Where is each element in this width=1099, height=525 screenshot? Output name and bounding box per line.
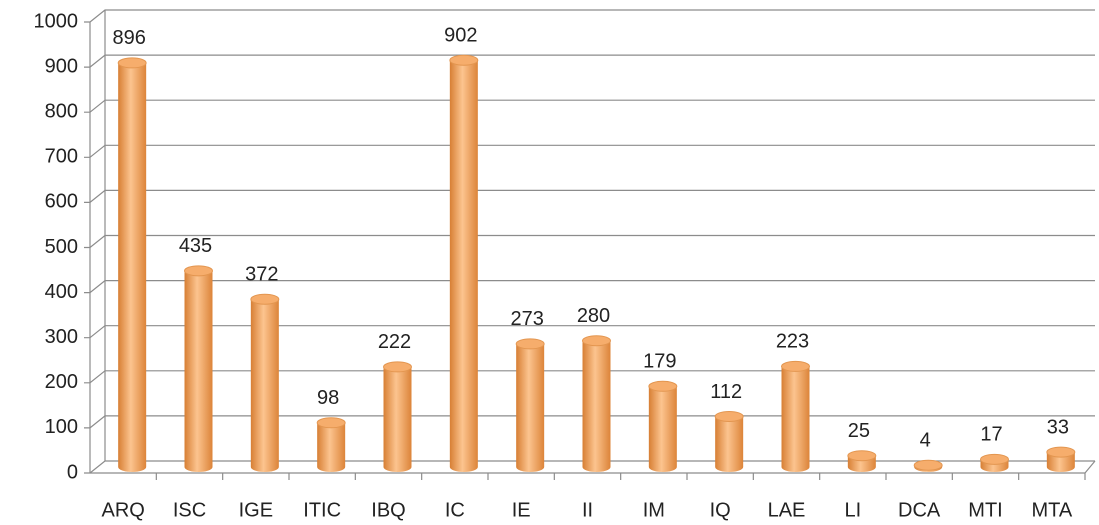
x-tick-label: MTA (1031, 499, 1072, 521)
x-tick-label: ARQ (101, 499, 144, 521)
value-label: 902 (444, 24, 477, 46)
value-label: 112 (710, 381, 742, 403)
grid-line (84, 9, 1095, 23)
grid-line (84, 234, 1095, 249)
bar-cap (648, 380, 678, 392)
bar-cap (847, 450, 877, 462)
value-label: 179 (643, 351, 676, 373)
value-label: 372 (245, 264, 278, 286)
bar (980, 453, 1009, 472)
value-label: 222 (378, 331, 411, 353)
bar-body (582, 340, 611, 472)
y-tick-label: 600 (45, 191, 78, 213)
bar-cap (980, 453, 1009, 465)
bar-cap (515, 338, 545, 350)
bar-body (648, 386, 677, 472)
floor-right (1084, 460, 1096, 474)
y-tick-label: 500 (45, 236, 78, 258)
bar (714, 410, 744, 472)
bar-cap (714, 410, 744, 422)
bar-cap (1046, 446, 1076, 458)
value-label: 33 (1047, 416, 1069, 438)
bar-cap (449, 54, 479, 66)
value-label: 4 (920, 429, 931, 451)
y-tick-label: 900 (45, 55, 78, 77)
value-label: 896 (112, 27, 145, 49)
bar (582, 335, 611, 472)
x-tick-label: MTI (968, 499, 1002, 521)
x-tick-label: IC (445, 499, 465, 521)
bar-body (317, 422, 346, 472)
bar-cap (913, 459, 943, 471)
x-tick-label: IQ (710, 499, 731, 521)
value-label: 280 (577, 305, 610, 327)
bar-body (715, 416, 744, 472)
x-tick-label: ITIC (303, 499, 341, 521)
bar-cap (316, 417, 346, 429)
y-tick-label: 700 (45, 146, 78, 168)
bar (316, 417, 346, 472)
bar (847, 450, 877, 472)
y-tick-label: 200 (45, 371, 78, 393)
value-label: 25 (848, 420, 870, 442)
bar-cap (250, 293, 280, 305)
bar-body (449, 60, 478, 473)
grid-line (84, 144, 1095, 158)
bar (383, 361, 412, 472)
y-tick-label: 100 (45, 416, 78, 438)
value-label: 17 (980, 424, 1002, 446)
bar (117, 57, 147, 472)
value-label: 273 (510, 308, 543, 330)
bar (648, 380, 678, 472)
bar-body (781, 366, 810, 472)
x-tick-label: IBQ (371, 499, 405, 521)
bar-cap (383, 361, 412, 373)
y-tick-label: 1000 (34, 10, 79, 32)
bar-cap (184, 265, 213, 277)
y-tick-label: 300 (45, 326, 78, 348)
y-tick-label: 400 (45, 281, 78, 303)
y-tick-label: 800 (45, 100, 78, 122)
bar (449, 54, 479, 473)
bar-cap (781, 360, 810, 372)
x-tick-label: ISC (173, 499, 206, 521)
bar (1046, 446, 1076, 472)
bar (515, 338, 545, 472)
x-tick-label: LAE (768, 499, 806, 521)
bar-body (118, 62, 147, 472)
value-label: 435 (179, 235, 212, 257)
x-tick-label: IM (643, 499, 665, 521)
bar-body (383, 366, 412, 472)
x-tick-label: IE (512, 499, 531, 521)
bar (913, 459, 943, 472)
bar-cap (582, 335, 611, 347)
grid-line (84, 325, 1095, 339)
y-tick-label: 0 (67, 461, 78, 483)
bar-body (250, 299, 279, 472)
x-tick-label: DCA (898, 499, 941, 521)
bar-body (516, 343, 545, 472)
value-label: 223 (776, 331, 809, 353)
x-tick-label: IGE (239, 499, 273, 521)
grid-line (84, 99, 1095, 113)
grid-line (84, 280, 1095, 294)
bar-cap (117, 57, 147, 69)
bar-body (1046, 452, 1075, 472)
bar (250, 293, 280, 472)
grid-line (84, 54, 1095, 68)
value-label: 98 (317, 387, 339, 409)
grid-line (84, 189, 1095, 203)
bar (781, 360, 810, 472)
bar-body (184, 270, 213, 472)
x-tick-label: II (582, 499, 593, 521)
x-tick-label: LI (844, 499, 861, 521)
bar (184, 265, 213, 472)
